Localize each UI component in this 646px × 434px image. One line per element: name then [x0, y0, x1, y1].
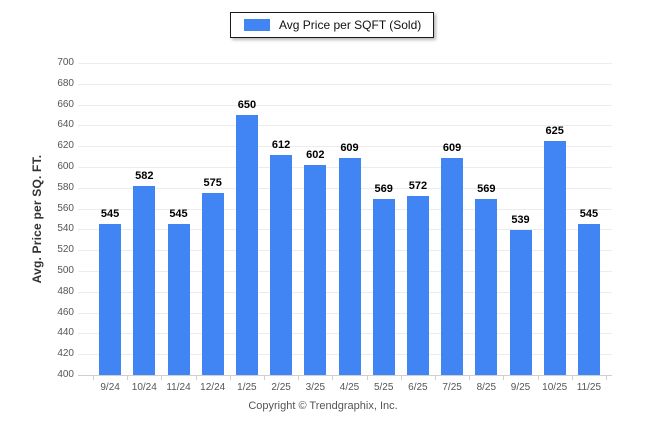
x-tick-label: 9/25 [510, 382, 531, 393]
x-axis-tick [537, 376, 539, 380]
x-axis-tick [469, 376, 471, 380]
legend-swatch [244, 19, 270, 31]
gridline [78, 63, 612, 64]
bar-value-label: 539 [511, 214, 530, 227]
y-tick-label: 560 [57, 202, 74, 214]
bar-value-label: 602 [306, 148, 325, 161]
gridline [78, 146, 612, 148]
bar [543, 141, 566, 375]
x-axis-tick [264, 376, 265, 380]
y-tick-label: 480 [57, 285, 74, 297]
bar [441, 157, 464, 375]
x-axis-tick [93, 376, 94, 380]
x-tick-label: 10/25 [542, 382, 568, 393]
x-axis-tick [503, 376, 505, 380]
x-axis-tick [229, 376, 231, 380]
x-axis-tick [606, 376, 607, 380]
bar-value-label: 612 [271, 138, 291, 151]
x-tick-label: 11/25 [576, 382, 602, 393]
x-tick-label: 2/25 [271, 382, 291, 393]
y-tick-label: 600 [57, 161, 74, 172]
y-tick-label: 540 [57, 223, 74, 235]
gridline [78, 83, 612, 85]
x-axis-tick [400, 376, 402, 380]
bar [338, 157, 361, 375]
bar-value-label: 609 [340, 141, 359, 154]
bar-value-label: 545 [100, 208, 120, 221]
bar-value-label: 572 [408, 180, 428, 193]
bar-value-label: 575 [203, 177, 222, 189]
copyright-text: Copyright © Trendgraphix, Inc. [248, 400, 398, 412]
bar-value-label: 569 [477, 183, 496, 196]
x-axis-tick [195, 376, 197, 380]
bar [509, 230, 532, 375]
bar-value-label: 545 [169, 208, 188, 221]
gridline [78, 125, 612, 127]
bar-value-label: 582 [135, 169, 154, 182]
y-tick-label: 400 [57, 369, 74, 380]
y-tick-label: 500 [57, 265, 74, 276]
gridline [78, 104, 612, 106]
x-tick-label: 3/25 [305, 382, 326, 393]
x-tick-label: 4/25 [339, 382, 360, 393]
y-tick-label: 520 [57, 244, 74, 256]
x-axis-tick [127, 376, 129, 380]
x-axis-tick [366, 376, 368, 380]
x-tick-label: 6/25 [408, 382, 428, 393]
x-tick-label: 11/24 [166, 382, 191, 393]
bar [133, 185, 156, 375]
x-tick-label: 9/24 [100, 382, 120, 393]
bar [304, 164, 327, 375]
y-tick-label: 680 [57, 77, 74, 89]
bar [406, 196, 429, 375]
y-tick-label: 660 [57, 98, 74, 110]
bar-value-label: 625 [545, 125, 564, 137]
y-tick-label: 700 [57, 57, 74, 68]
x-axis-tick [571, 376, 573, 380]
bar-value-label: 609 [442, 141, 462, 154]
bar-value-label: 545 [579, 208, 599, 221]
x-axis-tick [161, 376, 163, 380]
x-axis-tick [332, 376, 334, 380]
bar-value-label: 650 [237, 99, 257, 111]
bar [577, 224, 600, 375]
y-tick-label: 640 [57, 119, 74, 131]
bar [99, 224, 122, 375]
x-tick-label: 8/25 [476, 382, 497, 393]
bar [270, 154, 293, 375]
y-tick-label: 420 [57, 348, 74, 360]
y-tick-label: 460 [57, 306, 74, 318]
bar-value-label: 569 [374, 183, 393, 196]
bar [235, 115, 258, 375]
x-tick-label: 5/25 [373, 382, 394, 393]
legend-label: Avg Price per SQFT (Sold) [279, 18, 422, 32]
x-tick-label: 12/24 [200, 382, 226, 393]
bar [201, 193, 224, 375]
bar [475, 199, 498, 375]
legend: Avg Price per SQFT (Sold) [230, 12, 435, 38]
x-tick-label: 1/25 [237, 382, 257, 393]
x-axis-tick [298, 376, 300, 380]
bar [167, 224, 190, 375]
y-tick-label: 440 [57, 327, 74, 339]
x-tick-label: 10/24 [131, 382, 157, 393]
y-tick-label: 580 [57, 181, 74, 193]
x-axis-line [78, 375, 612, 376]
bar [372, 199, 395, 375]
x-tick-label: 7/25 [442, 382, 462, 393]
y-tick-label: 620 [57, 140, 74, 152]
x-axis-tick [435, 376, 436, 380]
